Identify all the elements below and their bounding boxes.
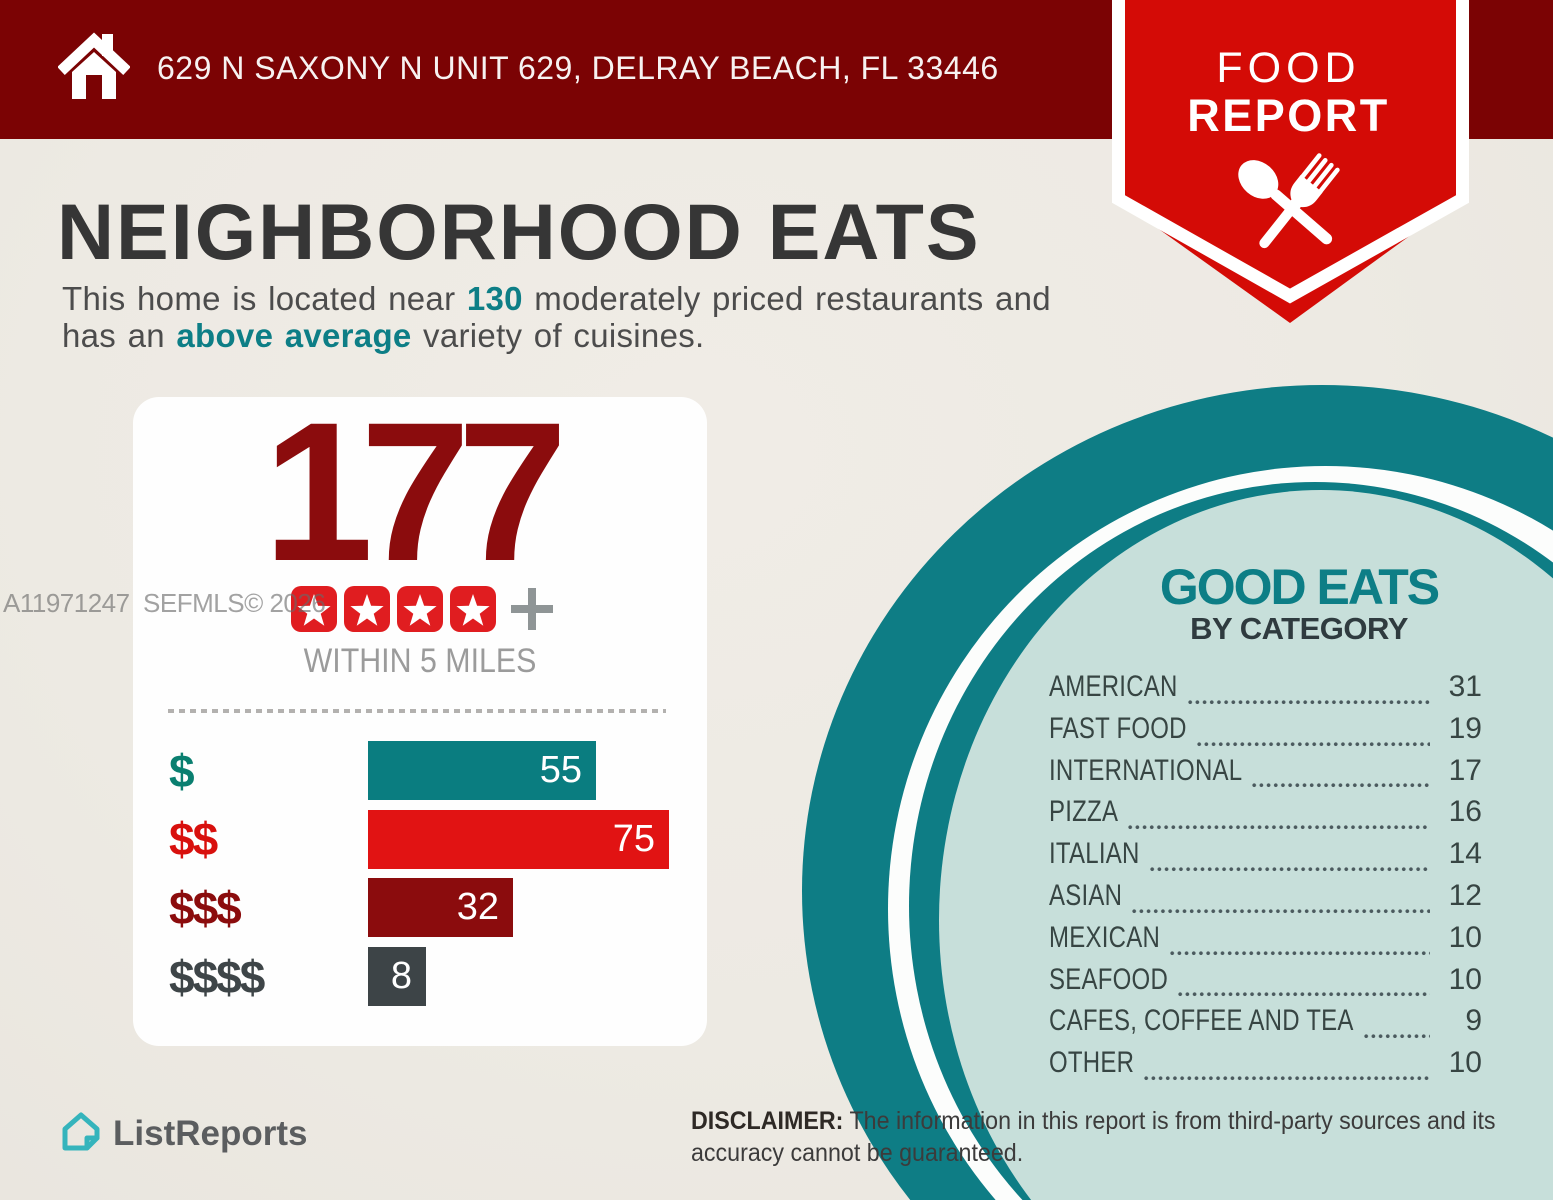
house-icon	[58, 32, 130, 99]
radius-caption: WITHIN 5 MILES	[303, 642, 537, 680]
category-value: 10	[1448, 1046, 1482, 1080]
star-icon	[290, 586, 337, 632]
category-value: 12	[1448, 878, 1482, 912]
dashed-divider	[168, 709, 666, 713]
category-label: INTERNATIONAL	[1049, 753, 1243, 787]
category-label: AMERICAN	[1049, 670, 1178, 703]
price-bar: 8	[368, 947, 426, 1007]
dotted-leader	[1196, 741, 1430, 747]
category-label: PIZZA	[1049, 795, 1119, 829]
subtitle-text: moderately priced restaurants and	[522, 280, 1051, 317]
price-bar-value: 8	[390, 955, 412, 998]
restaurant-stats-card: 177 WITHIN 5 MILES $55 $$ 75 $$$ 32 $$$$ 8	[133, 393, 707, 1046]
star-icon	[396, 586, 443, 632]
category-label: ITALIAN	[1049, 837, 1140, 871]
category-row: INTERNATIONAL 17	[1049, 754, 1482, 796]
category-value: 19	[1448, 711, 1482, 745]
category-row: ITALIAN 14	[1049, 837, 1482, 879]
listreports-logo-text: ListReports	[113, 1114, 308, 1153]
category-label: SEAFOOD	[1049, 962, 1169, 996]
subtitle-text: has an	[62, 317, 177, 354]
category-row: SEAFOOD 10	[1049, 963, 1482, 1005]
utensils-icon	[1238, 153, 1340, 249]
price-bar-row: $$$$ 8	[133, 947, 707, 1007]
price-tier-label: $	[169, 744, 195, 797]
subtitle-text: This home is located near	[62, 280, 467, 317]
plus-icon	[511, 588, 553, 630]
price-bar: 32	[368, 878, 513, 938]
category-value: 10	[1448, 920, 1482, 954]
price-bar: 75	[368, 809, 669, 869]
price-bar-row: $55	[133, 741, 707, 800]
category-value: 16	[1448, 795, 1482, 829]
dotted-leader	[1363, 1034, 1430, 1040]
listreports-logo-icon	[62, 1112, 100, 1151]
restaurant-count: 177	[263, 381, 567, 602]
price-bar-value: 55	[539, 749, 582, 791]
category-row: MEXICAN 10	[1049, 921, 1482, 963]
category-value: 31	[1448, 670, 1482, 703]
dotted-leader	[1149, 866, 1430, 872]
price-tier-label: $$$	[169, 881, 242, 934]
star-icon	[343, 586, 390, 632]
listreports-logo: ListReports	[61, 1112, 307, 1156]
category-value: 17	[1448, 753, 1482, 787]
page-title: NEIGHBORHOOD EATS	[57, 187, 981, 276]
category-label: OTHER	[1049, 1046, 1135, 1080]
food-report-ribbon	[1112, 0, 1469, 323]
price-bar-value: 75	[612, 817, 655, 860]
category-label: ASIAN	[1049, 878, 1123, 912]
category-value: 14	[1448, 837, 1482, 871]
price-bar-row: $$ 75	[133, 809, 707, 869]
star-icon	[449, 586, 496, 632]
good-eats-title: GOOD EATS	[1159, 559, 1440, 615]
subtitle-text: variety of cuisines.	[411, 317, 705, 354]
ribbon-title-report: REPORT	[1187, 90, 1390, 141]
category-row: AMERICAN 31	[1049, 670, 1482, 712]
dotted-leader	[1170, 950, 1430, 956]
disclaimer-label: DISCLAIMER:	[691, 1107, 844, 1135]
price-bar-value: 32	[456, 886, 499, 929]
star-rating	[133, 586, 707, 632]
property-address: 629 N SAXONY N UNIT 629, DELRAY BEACH, F…	[157, 50, 999, 86]
dotted-leader	[1144, 1075, 1430, 1081]
price-bar-row: $$$ 32	[133, 878, 707, 938]
category-label: FAST FOOD	[1049, 711, 1187, 745]
category-row: CAFES, COFFEE AND TEA 9	[1049, 1004, 1482, 1046]
category-row: FAST FOOD 19	[1049, 712, 1482, 754]
price-bar: 55	[368, 741, 596, 800]
mls-watermark: A11971247 SEFMLS© 2026	[3, 588, 326, 618]
good-eats-subtitle: BY CATEGORY	[1190, 611, 1408, 646]
variety-highlight: above average	[176, 317, 412, 354]
category-row: PIZZA 16	[1049, 795, 1482, 837]
dotted-leader	[1252, 783, 1430, 789]
price-tier-label: $$$$	[169, 950, 265, 1003]
dotted-leader	[1187, 699, 1430, 705]
category-row: OTHER 10	[1049, 1046, 1482, 1088]
price-tier-label: $$	[169, 813, 218, 866]
category-label: MEXICAN	[1049, 920, 1161, 954]
disclaimer: DISCLAIMER: The information in this repo…	[691, 1106, 1514, 1169]
restaurant-count-inline: 130	[466, 280, 523, 317]
category-value: 9	[1465, 1004, 1482, 1038]
category-list: AMERICAN 31 FAST FOOD 19 INTERNATIONAL 17 PIZZ…	[1049, 670, 1482, 1088]
disclaimer-text: The information in this report is from t…	[691, 1107, 1496, 1167]
dotted-leader	[1128, 825, 1430, 831]
ribbon-inner-border	[1112, 0, 1469, 304]
dotted-leader	[1178, 992, 1430, 998]
category-value: 10	[1448, 962, 1482, 996]
category-row: ASIAN 12	[1049, 879, 1482, 921]
dotted-leader	[1132, 908, 1430, 914]
ribbon-title-food: FOOD	[1216, 44, 1361, 92]
category-label: CAFES, COFFEE AND TEA	[1049, 1004, 1354, 1038]
page-subtitle: This home is located near 130 moderately…	[62, 280, 1162, 354]
